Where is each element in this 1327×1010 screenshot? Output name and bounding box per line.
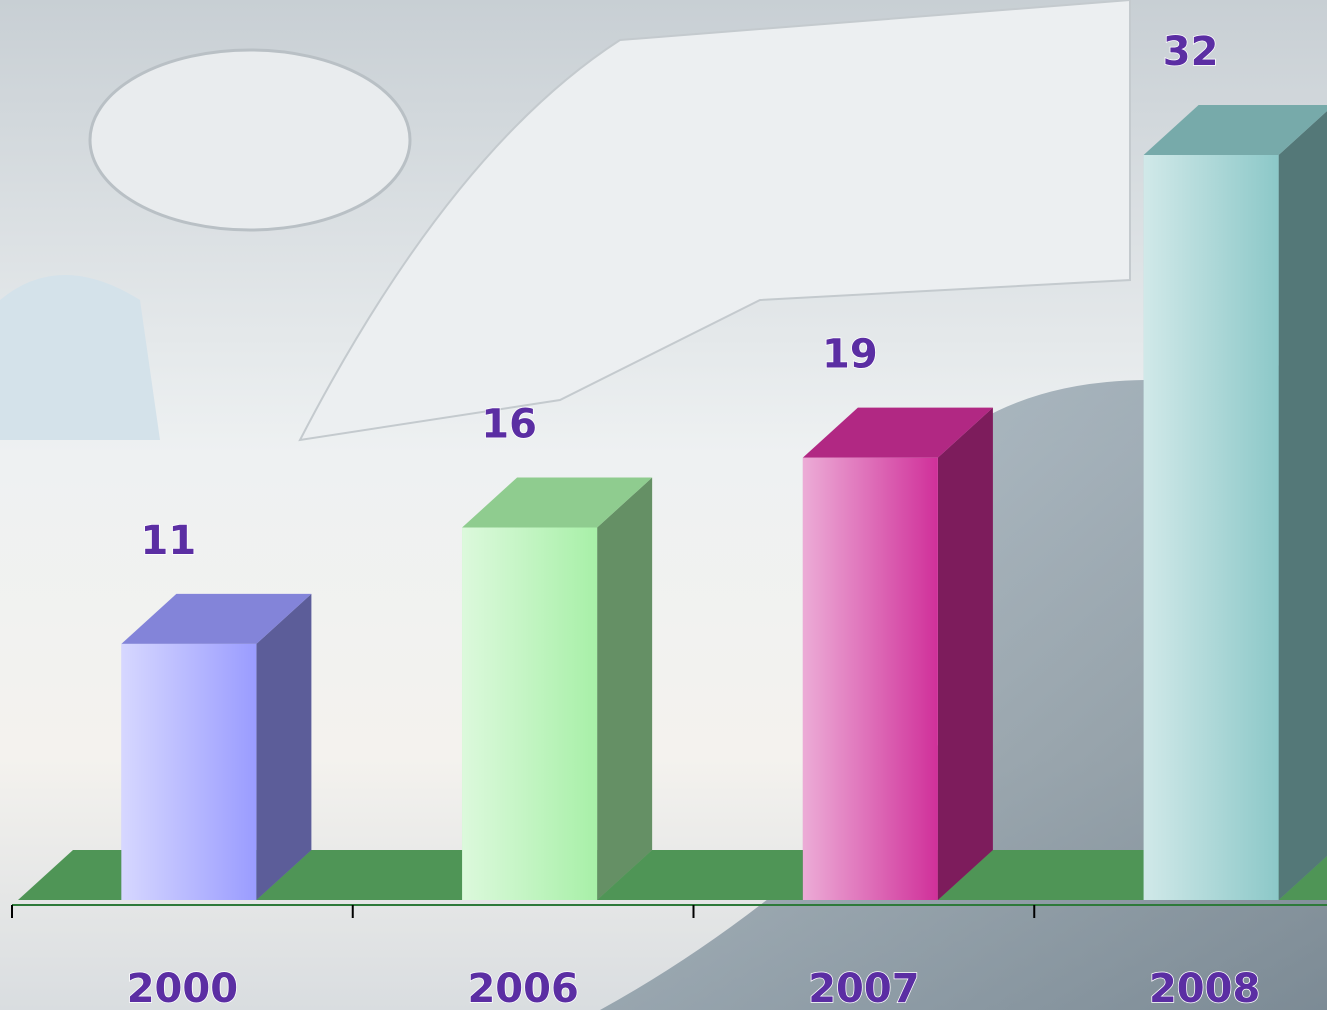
bar-highlight xyxy=(462,528,597,901)
bar-side-shade xyxy=(1279,105,1327,900)
bar-side-shade xyxy=(256,594,311,900)
x-tick-label: 2000 xyxy=(127,966,238,1010)
chart: 11 2000 16 2006 19 2007 32 2008 xyxy=(0,0,1327,1010)
bar-side-shade xyxy=(938,408,993,900)
x-tick-label: 2008 xyxy=(1149,966,1260,1010)
bar-highlight xyxy=(121,644,256,900)
bar-side-shade xyxy=(597,478,652,901)
x-tick-label: 2006 xyxy=(467,966,578,1010)
bar-highlight xyxy=(1144,155,1279,900)
bar-highlight xyxy=(803,458,938,900)
data-label: 32 xyxy=(1163,29,1219,75)
data-label: 16 xyxy=(481,402,537,448)
x-tick-label: 2007 xyxy=(808,966,919,1010)
page: 112000162006192007322008 (() => { const … xyxy=(0,0,1327,1010)
data-label: 19 xyxy=(822,332,878,378)
data-label: 11 xyxy=(141,518,197,564)
